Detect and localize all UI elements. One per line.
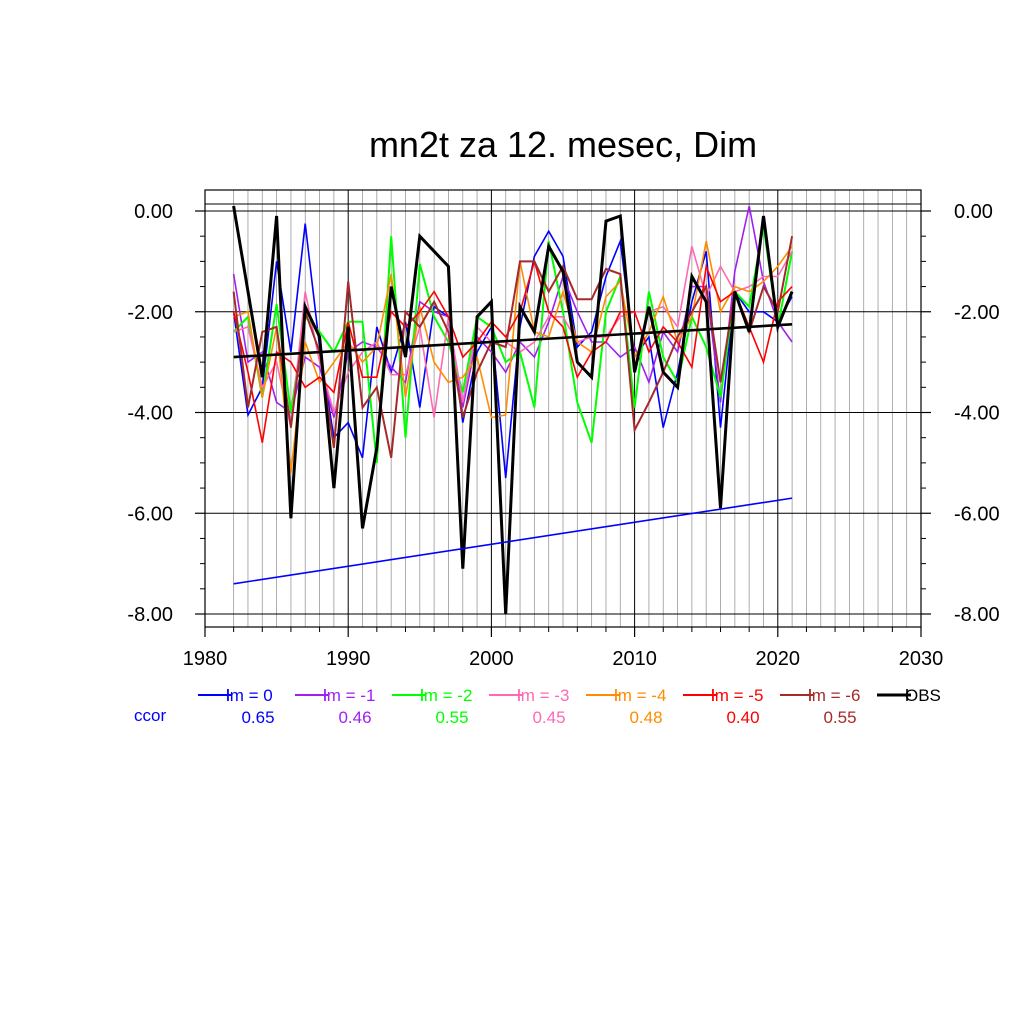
series-line-7 — [232, 205, 794, 615]
y-tick-label-right: 0.00 — [954, 201, 993, 223]
x-tick-label: 2000 — [469, 648, 514, 670]
legend-label: lm = -2 — [420, 686, 472, 705]
x-tick-label: 1990 — [326, 648, 371, 670]
axes: 0.00 0.00 -2.00 -2.00 -4.00 -4.00 -6.00 -6.00 -8… — [127, 189, 1000, 670]
series-lines — [232, 205, 794, 615]
ccor-value: 0.46 — [338, 708, 371, 727]
x-tick-label: 1980 — [183, 648, 228, 670]
grid — [205, 190, 921, 627]
y-tick-label-right: -6.00 — [954, 503, 1000, 525]
x-tick-label: 2030 — [899, 648, 944, 670]
legend-label: lm = -6 — [808, 686, 860, 705]
legend: ccor lm = 0 0.65 lm = -1 0.46 lm = -2 0.55 lm … — [134, 686, 941, 727]
legend-label: OBS — [905, 686, 941, 705]
ccor-value: 0.40 — [726, 708, 759, 727]
x-tick-label: 2010 — [612, 648, 657, 670]
x-tick-label: 2020 — [756, 648, 801, 670]
y-tick-label-left: -4.00 — [127, 403, 173, 425]
series-line-4 — [233, 241, 793, 473]
ccor-label: ccor — [134, 706, 166, 725]
plot-frame — [204, 189, 922, 628]
series-line-3 — [233, 246, 793, 428]
y-tick-label-right: -4.00 — [954, 403, 1000, 425]
ccor-value: 0.45 — [532, 708, 565, 727]
legend-label: lm = -3 — [517, 686, 569, 705]
y-tick-label-left: -2.00 — [127, 302, 173, 324]
y-tick-label-left: -8.00 — [127, 604, 173, 626]
ccor-value: 0.48 — [629, 708, 662, 727]
trend-line-1 — [233, 497, 793, 585]
y-tick-label-right: -8.00 — [954, 604, 1000, 626]
series-line-5 — [232, 258, 793, 443]
legend-label: lm = -5 — [711, 686, 763, 705]
ccor-value: 0.55 — [823, 708, 856, 727]
legend-label: lm = -4 — [614, 686, 666, 705]
chart-title: mn2t za 12. mesec, Dim — [369, 124, 757, 165]
y-tick-label-left: 0.00 — [134, 201, 173, 223]
ccor-value: 0.65 — [241, 708, 274, 727]
legend-label: lm = -1 — [323, 686, 375, 705]
y-tick-label-right: -2.00 — [954, 302, 1000, 324]
trend-lines — [233, 323, 793, 585]
series-line-2 — [232, 225, 794, 464]
ccor-value: 0.55 — [435, 708, 468, 727]
trend-line-0 — [233, 323, 793, 359]
legend-label: lm = 0 — [226, 686, 273, 705]
y-tick-label-left: -6.00 — [127, 503, 173, 525]
